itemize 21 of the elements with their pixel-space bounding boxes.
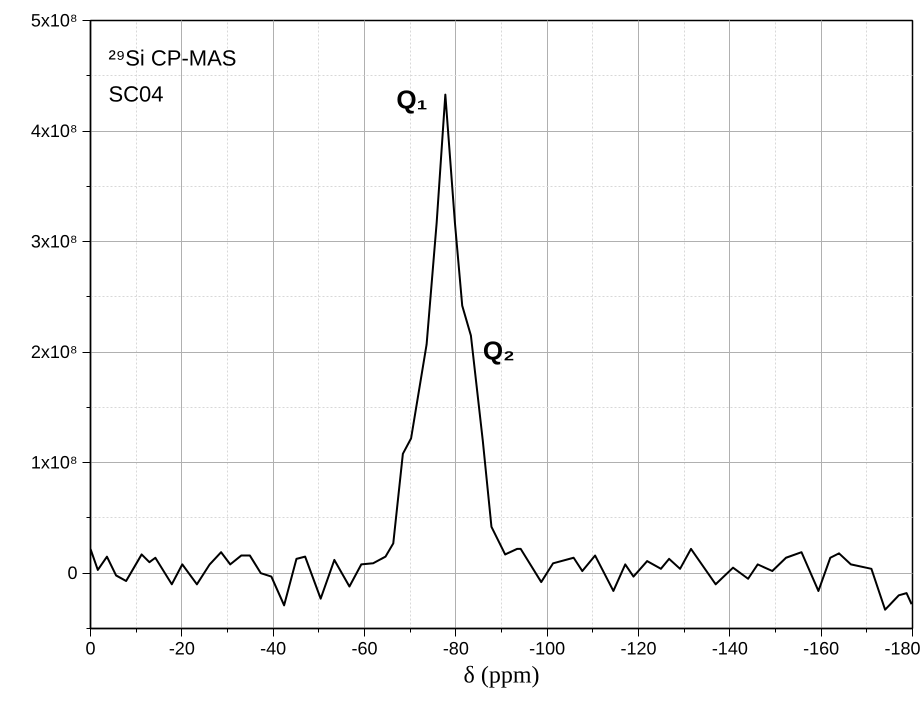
y-tick-label: 5x10⁸ — [30, 10, 78, 30]
x-tick-label: -20 — [168, 638, 195, 658]
x-tick-label: -140 — [712, 638, 748, 658]
annotation: ²⁹Si CP-MAS — [108, 46, 236, 70]
x-tick-label: -180 — [884, 638, 920, 658]
y-tick-label: 1x10⁸ — [30, 452, 78, 473]
y-tick-label: 2x10⁸ — [30, 342, 78, 362]
x-tick-label: -160 — [803, 638, 840, 658]
annotation: Q₁ — [396, 84, 428, 115]
y-tick-label: 3x10⁸ — [30, 232, 78, 252]
y-tick-label: 4x10⁸ — [30, 121, 78, 142]
x-tick-label: -40 — [260, 638, 286, 658]
x-axis-title: δ (ppm) — [464, 662, 540, 688]
x-tick-label: -80 — [442, 638, 469, 658]
x-tick-label: -120 — [620, 638, 657, 658]
annotation: Q₂ — [482, 336, 515, 366]
y-tick-label: 0 — [67, 563, 78, 584]
annotation: SC04 — [108, 82, 164, 106]
x-tick-label: -100 — [529, 638, 566, 658]
x-tick-label: 0 — [85, 638, 96, 658]
x-tick-label: -60 — [351, 638, 378, 658]
